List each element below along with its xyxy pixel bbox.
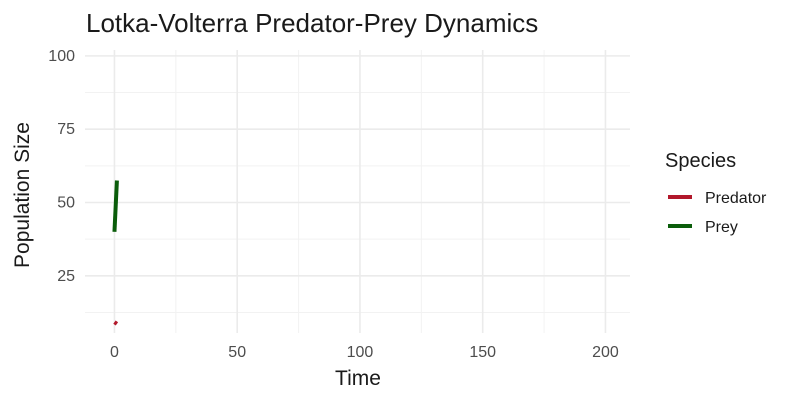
series-line-predator [113, 320, 119, 326]
series-lines [112, 180, 119, 326]
legend: Species Predator Prey [665, 150, 767, 236]
x-axis-tick-labels: 0 50 100 150 200 [110, 344, 619, 361]
legend-label-prey: Prey [705, 219, 738, 236]
y-tick-label: 100 [48, 48, 75, 65]
x-tick-label: 150 [469, 344, 496, 361]
x-tick-label: 50 [228, 344, 246, 361]
legend-title: Species [665, 150, 736, 172]
y-axis-tick-labels: 25 50 75 100 [48, 48, 75, 285]
series-line-prey [112, 180, 119, 232]
minor-grid [85, 50, 630, 333]
x-axis-title: Time [335, 367, 381, 390]
x-tick-label: 100 [347, 344, 374, 361]
chart-title: Lotka-Volterra Predator-Prey Dynamics [86, 8, 538, 38]
major-grid [85, 50, 630, 333]
x-tick-label: 0 [110, 344, 119, 361]
y-axis-title: Population Size [11, 122, 34, 268]
legend-label-predator: Predator [705, 190, 767, 207]
y-tick-label: 50 [57, 194, 75, 211]
y-tick-label: 25 [57, 268, 75, 285]
x-tick-label: 200 [592, 344, 619, 361]
y-tick-label: 75 [57, 121, 75, 138]
